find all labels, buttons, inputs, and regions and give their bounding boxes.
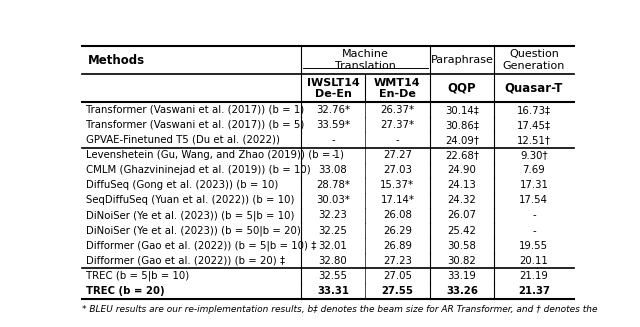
Text: 27.37*: 27.37*: [380, 120, 415, 130]
Text: 32.80: 32.80: [319, 256, 348, 266]
Text: SeqDiffuSeq (Yuan et al. (2022)) (b = 10): SeqDiffuSeq (Yuan et al. (2022)) (b = 10…: [86, 196, 295, 205]
Text: 33.26: 33.26: [446, 286, 478, 296]
Text: TREC (b = 5|b = 10): TREC (b = 5|b = 10): [86, 271, 189, 281]
Text: 24.32: 24.32: [447, 196, 476, 205]
Text: Transformer (Vaswani et al. (2017)) (b = 5): Transformer (Vaswani et al. (2017)) (b =…: [86, 120, 305, 130]
Text: -: -: [331, 135, 335, 145]
Text: 25.42: 25.42: [447, 226, 476, 235]
Text: 33.08: 33.08: [319, 165, 348, 175]
Text: 24.13: 24.13: [447, 180, 476, 190]
Text: CMLM (Ghazvininejad et al. (2019)) (b = 10): CMLM (Ghazvininejad et al. (2019)) (b = …: [86, 165, 311, 175]
Text: 15.37*: 15.37*: [380, 180, 415, 190]
Text: 32.23: 32.23: [319, 211, 348, 220]
Text: 33.19: 33.19: [447, 271, 476, 281]
Text: 19.55: 19.55: [519, 241, 548, 251]
Text: 26.37*: 26.37*: [380, 105, 415, 115]
Text: Question
Generation: Question Generation: [502, 49, 565, 71]
Text: WMT14
En-De: WMT14 En-De: [374, 77, 420, 99]
Text: -: -: [396, 135, 399, 145]
Text: -: -: [532, 226, 536, 235]
Text: 26.07: 26.07: [447, 211, 476, 220]
Text: 30.58: 30.58: [447, 241, 476, 251]
Text: 27.27: 27.27: [383, 150, 412, 160]
Text: 21.19: 21.19: [520, 271, 548, 281]
Text: 30.14‡: 30.14‡: [445, 105, 479, 115]
Text: 21.37: 21.37: [518, 286, 550, 296]
Text: 20.11: 20.11: [520, 256, 548, 266]
Text: 32.01: 32.01: [319, 241, 348, 251]
Text: 33.31: 33.31: [317, 286, 349, 296]
Text: 17.14*: 17.14*: [380, 196, 415, 205]
Text: 30.86‡: 30.86‡: [445, 120, 479, 130]
Text: 24.09†: 24.09†: [445, 135, 479, 145]
Text: 30.03*: 30.03*: [316, 196, 350, 205]
Text: 24.90: 24.90: [447, 165, 476, 175]
Text: Quasar-T: Quasar-T: [505, 82, 563, 95]
Text: Difformer (Gao et al. (2022)) (b = 5|b = 10) ‡: Difformer (Gao et al. (2022)) (b = 5|b =…: [86, 240, 317, 251]
Text: 27.03: 27.03: [383, 165, 412, 175]
Text: 17.45‡: 17.45‡: [516, 120, 551, 130]
Text: DiNoiSer (Ye et al. (2023)) (b = 5|b = 10): DiNoiSer (Ye et al. (2023)) (b = 5|b = 1…: [86, 210, 295, 221]
Text: 26.89: 26.89: [383, 241, 412, 251]
Text: 32.55: 32.55: [319, 271, 348, 281]
Text: QQP: QQP: [447, 82, 476, 95]
Text: 33.59*: 33.59*: [316, 120, 350, 130]
Text: 27.55: 27.55: [381, 286, 413, 296]
Text: GPVAE-Finetuned T5 (Du et al. (2022)): GPVAE-Finetuned T5 (Du et al. (2022)): [86, 135, 280, 145]
Text: 16.73‡: 16.73‡: [516, 105, 551, 115]
Text: 27.05: 27.05: [383, 271, 412, 281]
Text: 32.25: 32.25: [319, 226, 348, 235]
Text: Transformer (Vaswani et al. (2017)) (b = 1): Transformer (Vaswani et al. (2017)) (b =…: [86, 105, 305, 115]
Text: 17.54: 17.54: [519, 196, 548, 205]
Text: 17.31: 17.31: [520, 180, 548, 190]
Text: 26.08: 26.08: [383, 211, 412, 220]
Text: 30.82: 30.82: [447, 256, 476, 266]
Text: 22.68†: 22.68†: [445, 150, 479, 160]
Text: 9.30†: 9.30†: [520, 150, 548, 160]
Text: DiNoiSer (Ye et al. (2023)) (b = 50|b = 20): DiNoiSer (Ye et al. (2023)) (b = 50|b = …: [86, 225, 301, 236]
Text: 12.51†: 12.51†: [517, 135, 551, 145]
Text: IWSLT14
De-En: IWSLT14 De-En: [307, 77, 359, 99]
Text: 28.78*: 28.78*: [316, 180, 350, 190]
Text: DiffuSeq (Gong et al. (2023)) (b = 10): DiffuSeq (Gong et al. (2023)) (b = 10): [86, 180, 279, 190]
Text: -: -: [532, 211, 536, 220]
Text: 26.29: 26.29: [383, 226, 412, 235]
Text: Difformer (Gao et al. (2022)) (b = 20) ‡: Difformer (Gao et al. (2022)) (b = 20) ‡: [86, 256, 285, 266]
Text: TREC (b = 20): TREC (b = 20): [86, 286, 165, 296]
Text: 27.23: 27.23: [383, 256, 412, 266]
Text: Levenshetein (Gu, Wang, and Zhao (2019)) (b = 1): Levenshetein (Gu, Wang, and Zhao (2019))…: [86, 150, 344, 160]
Text: Methods: Methods: [88, 54, 145, 66]
Text: * BLEU results are our re-implementation results, b‡ denotes the beam size for A: * BLEU results are our re-implementation…: [83, 305, 598, 314]
Text: 7.69: 7.69: [522, 165, 545, 175]
Text: -: -: [331, 150, 335, 160]
Text: 32.76*: 32.76*: [316, 105, 350, 115]
Text: Machine
Translation: Machine Translation: [335, 49, 396, 71]
Text: Paraphrase: Paraphrase: [431, 55, 493, 65]
